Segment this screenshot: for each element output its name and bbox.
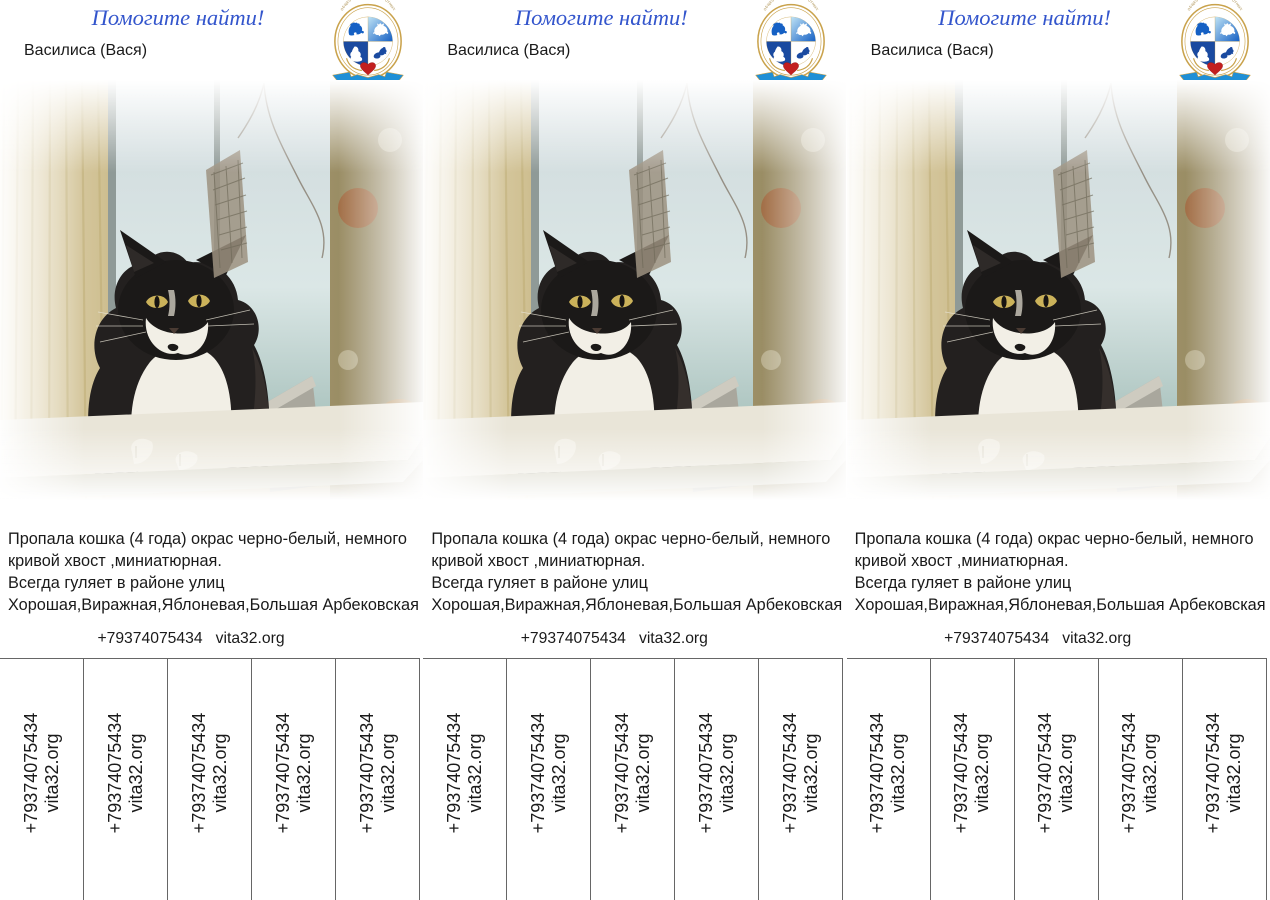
svg-text:ОБЩЕСТВО ЗАЩИТЫ ЖИВОТНЫХ: ОБЩЕСТВО ЗАЩИТЫ ЖИВОТНЫХ bbox=[763, 0, 820, 12]
svg-text:ОБЩЕСТВО ЗАЩИТЫ ЖИВОТНЫХ: ОБЩЕСТВО ЗАЩИТЫ ЖИВОТНЫХ bbox=[340, 0, 397, 12]
svg-text:ОБЩЕСТВО ЗАЩИТЫ ЖИВОТНЫХ: ОБЩЕСТВО ЗАЩИТЫ ЖИВОТНЫХ bbox=[1186, 0, 1243, 12]
